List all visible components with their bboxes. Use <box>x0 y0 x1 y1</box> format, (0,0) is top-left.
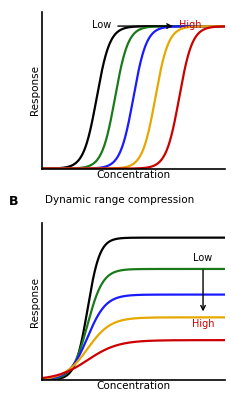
Text: Dynamic range compression: Dynamic range compression <box>45 195 194 205</box>
Text: High: High <box>191 319 213 329</box>
Text: Low: Low <box>193 252 212 262</box>
Text: Low: Low <box>92 20 111 30</box>
Y-axis label: Response: Response <box>30 277 40 327</box>
Text: High: High <box>178 20 201 30</box>
Y-axis label: Response: Response <box>30 65 40 115</box>
X-axis label: Concentration: Concentration <box>96 381 170 391</box>
X-axis label: Concentration: Concentration <box>96 170 170 180</box>
Text: B: B <box>9 195 18 208</box>
